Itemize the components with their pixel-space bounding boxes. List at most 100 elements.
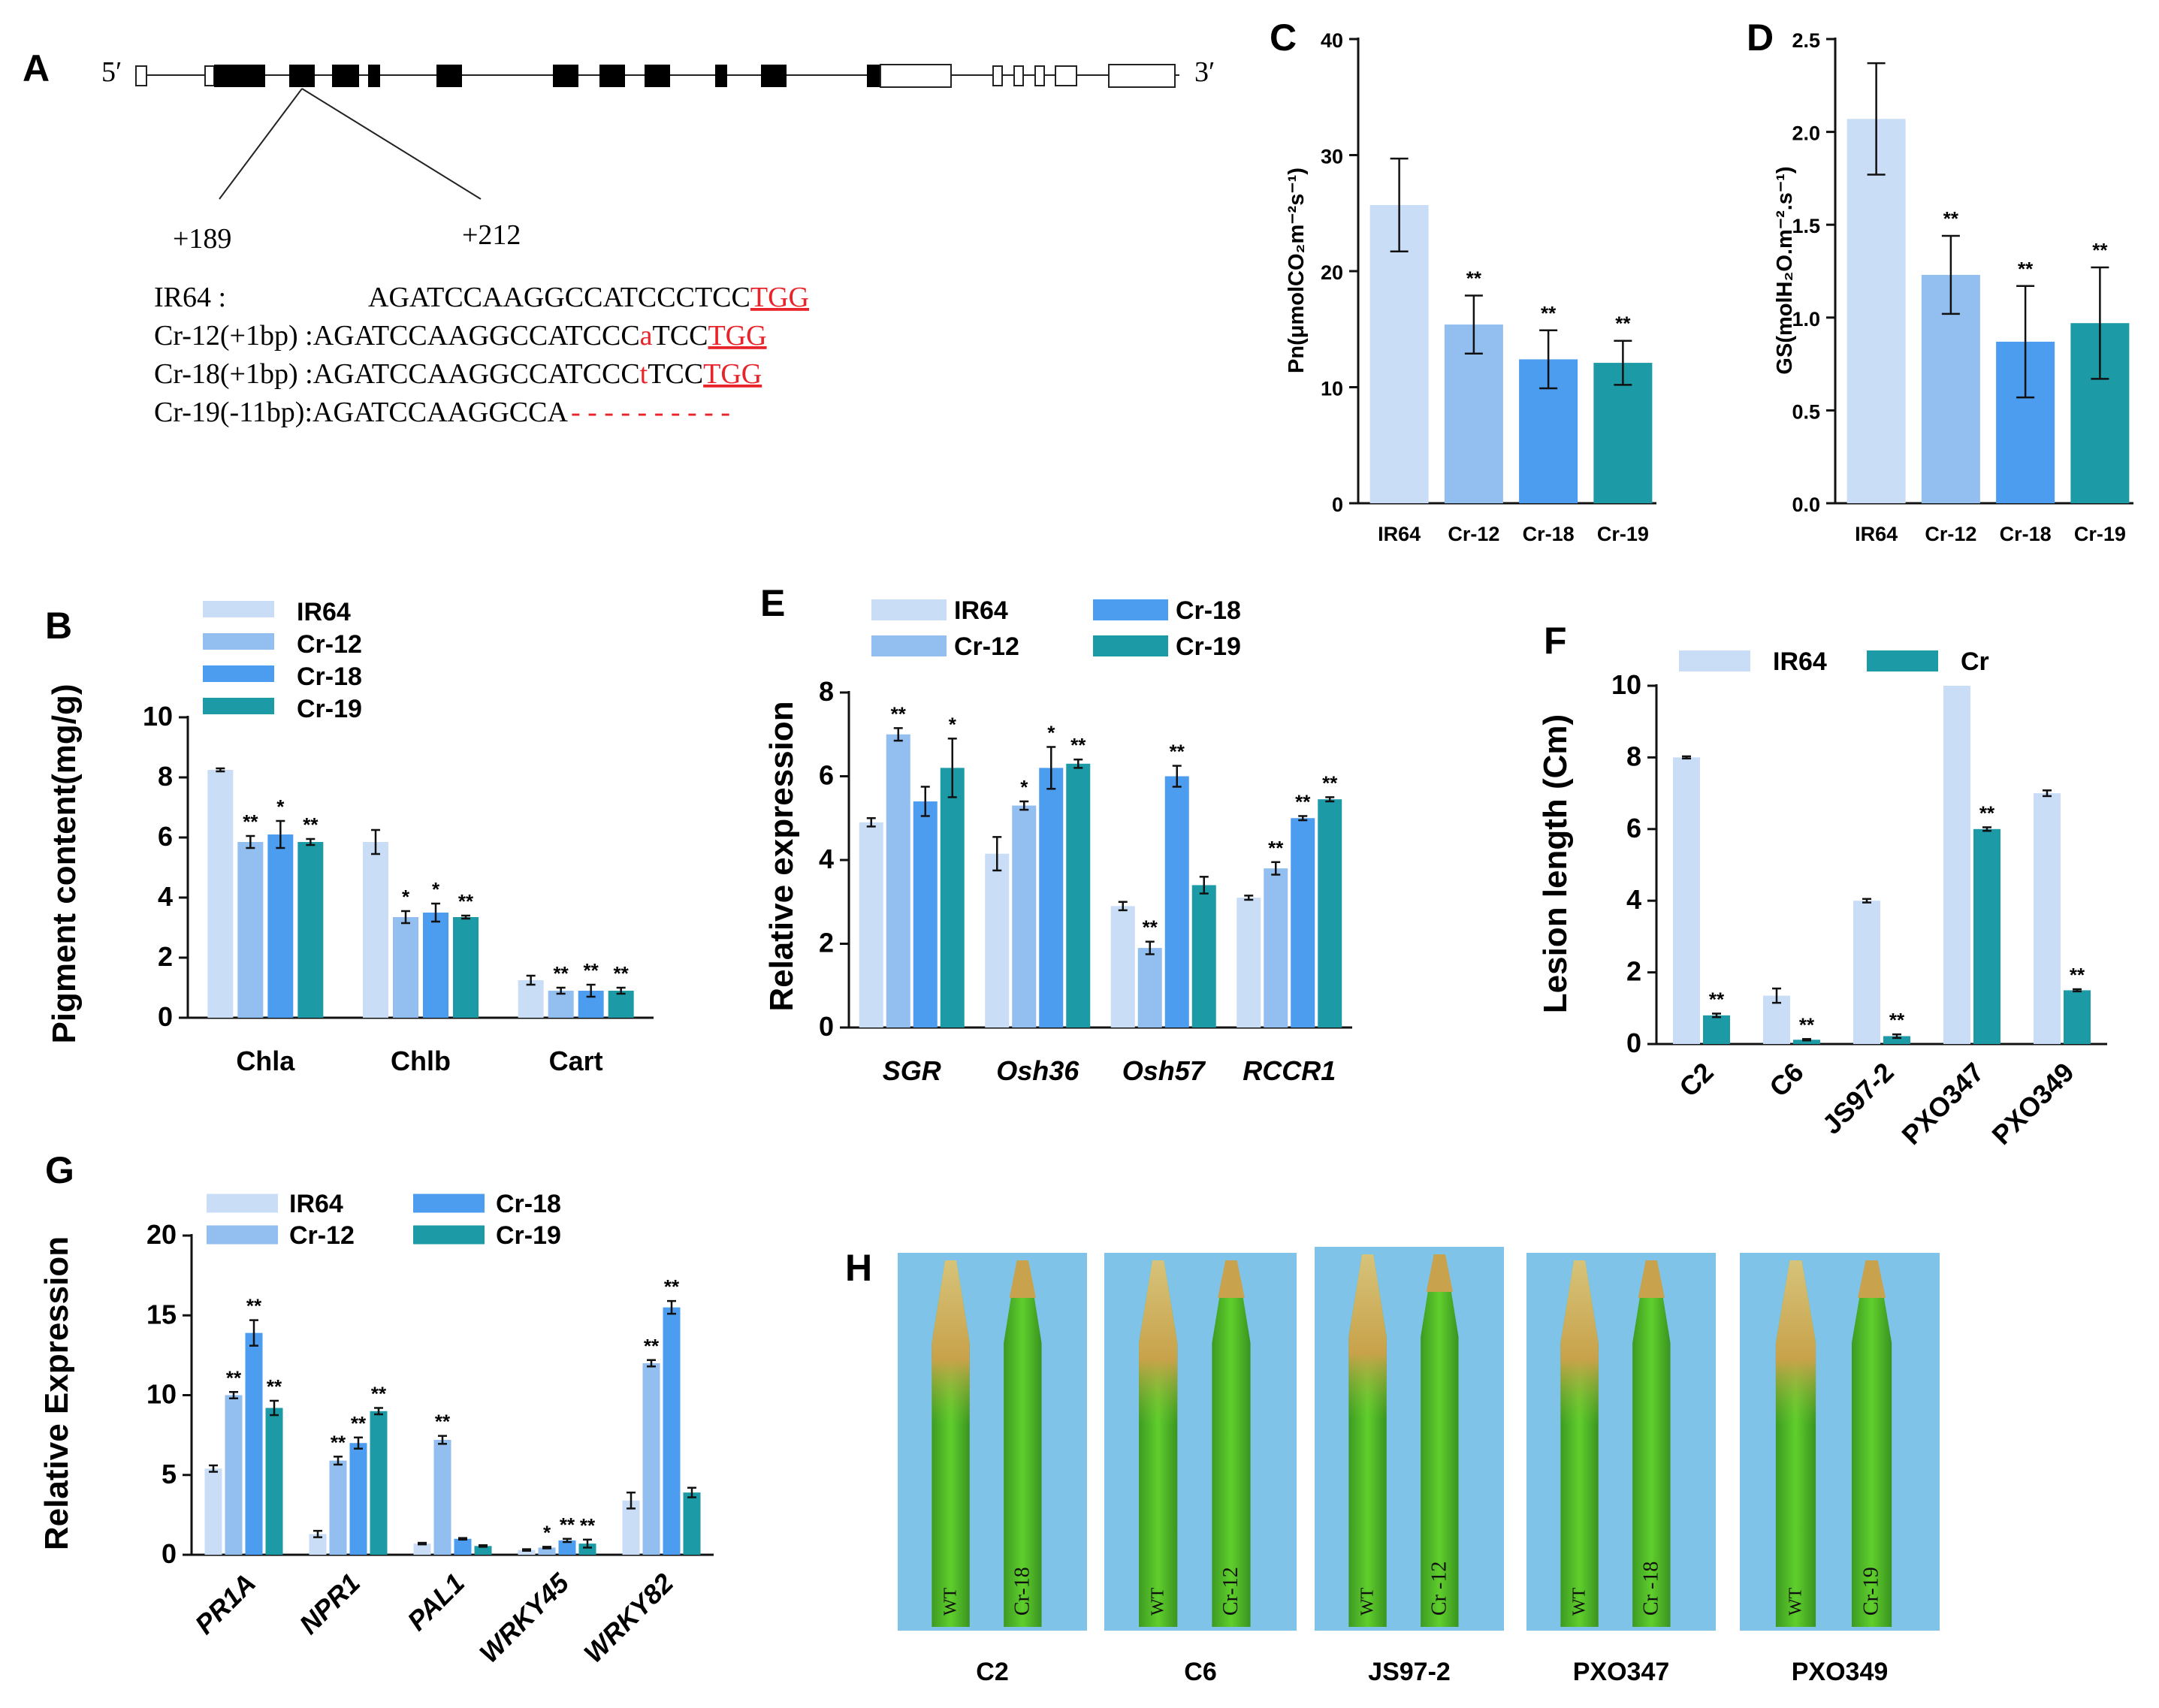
bar-ir64 — [1237, 898, 1261, 1028]
significance-mark: ** — [1070, 734, 1086, 756]
legend-label: Cr-19 — [297, 695, 362, 723]
legend-swatch — [413, 1193, 485, 1213]
bar-cr-19 — [1593, 363, 1653, 503]
bar-cr-18 — [454, 1538, 472, 1555]
significance-mark: ** — [580, 1514, 596, 1537]
utr-box — [1055, 65, 1077, 86]
significance-mark: * — [543, 1521, 551, 1544]
leaf-lesion — [932, 1260, 970, 1426]
leaf-lesion — [1638, 1260, 1665, 1298]
bar-cr-12 — [237, 842, 264, 1018]
bar-cr-12 — [393, 917, 418, 1018]
significance-mark: ** — [1466, 267, 1482, 289]
category-label: JS97-2 — [1816, 1057, 1900, 1140]
leaf-label: Cr-19 — [1860, 1567, 1883, 1616]
bar-cr-18 — [349, 1443, 367, 1555]
strain-label: C2 — [976, 1658, 1008, 1686]
bar-ir64 — [363, 842, 388, 1018]
utr-box — [880, 64, 952, 88]
bar-cr-12 — [329, 1460, 347, 1555]
bar-cr-19 — [683, 1492, 701, 1555]
panel-label: G — [45, 1149, 74, 1191]
y-axis-label: Pn(μmolCO₂m⁻²s⁻¹) — [1285, 167, 1309, 373]
category-label: SGR — [883, 1055, 941, 1086]
significance-mark: ** — [331, 1431, 346, 1453]
legend-swatch — [203, 633, 274, 650]
panel-a: A 5′ 3′ +189 +212 — [23, 47, 1215, 428]
bar-ir64 — [1846, 119, 1906, 503]
category-label: NPR1 — [293, 1568, 366, 1640]
y-tick-label: 2 — [158, 941, 173, 972]
significance-mark: * — [432, 878, 440, 901]
significance-mark: ** — [1979, 801, 1995, 824]
bar-cr-18 — [913, 801, 938, 1028]
y-tick-label: 4 — [158, 881, 173, 912]
legend-label: IR64 — [1773, 647, 1827, 676]
panel-label: E — [760, 582, 785, 624]
panel-h: H WT Cr-18 C2 WT Cr-12 C6 WT Cr -12 JS97-2 WT Cr -… — [845, 1247, 1940, 1686]
y-axis-label: Relative expression — [763, 701, 800, 1011]
bar-cr-19 — [265, 1408, 283, 1555]
bar-ir64 — [518, 980, 544, 1018]
seq-ir64: AGATCCAAGGCCATCCCTCCTGG — [368, 282, 809, 313]
bar-ir64 — [1673, 757, 1700, 1044]
y-tick-label: 6 — [819, 760, 834, 791]
panel-label: B — [45, 605, 72, 647]
category-label: WRKY45 — [473, 1567, 575, 1669]
category-label: PXO349 — [1985, 1057, 2079, 1151]
bar-cr-12 — [1012, 805, 1037, 1028]
legend-swatch — [1093, 599, 1168, 620]
panel-label-h: H — [845, 1247, 872, 1289]
exon-box — [645, 65, 670, 87]
photo-background — [1315, 1247, 1504, 1631]
significance-mark: ** — [458, 890, 474, 913]
legend-label: IR64 — [954, 596, 1008, 625]
leaf-label: Cr-12 — [1219, 1567, 1243, 1616]
bar-ir64 — [518, 1550, 536, 1555]
legend-label: Cr-12 — [297, 630, 362, 659]
bar-cr-12 — [538, 1547, 556, 1555]
y-tick-label: 6 — [158, 821, 173, 852]
leaf-photo: WT Cr -18 PXO347 — [1526, 1253, 1716, 1686]
strain-label: JS97-2 — [1368, 1658, 1451, 1686]
leaf-photo: WT Cr-19 PXO349 — [1740, 1253, 1940, 1686]
leaf-photo: WT Cr-18 C2 — [898, 1253, 1087, 1686]
y-tick-label: 0 — [819, 1011, 834, 1042]
bar-cr-19 — [370, 1411, 388, 1555]
y-tick-label: 1.5 — [1792, 215, 1820, 237]
leaf-lesion — [1857, 1260, 1886, 1298]
position-end: +212 — [462, 219, 521, 251]
y-tick-label: 10 — [1611, 669, 1641, 700]
significance-mark: ** — [644, 1335, 660, 1357]
y-tick-label: 10 — [143, 701, 173, 732]
y-axis-label: Lesion length (Cm) — [1537, 714, 1574, 1013]
category-label: Cr-18 — [2000, 523, 2052, 545]
y-tick-label: 20 — [146, 1219, 177, 1250]
category-label: Cart — [549, 1046, 603, 1076]
significance-mark: ** — [2070, 964, 2085, 986]
category-label: Chlb — [391, 1046, 451, 1076]
bar-cr-19 — [474, 1546, 492, 1555]
legend-swatch — [203, 665, 274, 682]
significance-mark: ** — [891, 702, 907, 725]
gene-structure — [135, 64, 1179, 200]
legend-swatch — [1867, 650, 1938, 671]
category-label: Cr-19 — [2074, 523, 2126, 545]
legend-swatch — [871, 635, 947, 656]
exon-box — [214, 65, 265, 87]
legend-label: Cr-12 — [289, 1221, 355, 1250]
significance-mark: ** — [267, 1375, 282, 1398]
bar-cr-19 — [1066, 763, 1091, 1028]
category-label: PAL1 — [401, 1568, 470, 1637]
leaf-label: Cr-18 — [1010, 1567, 1034, 1616]
bar-cr-19 — [1191, 885, 1216, 1028]
bar-cr-12 — [642, 1363, 660, 1555]
bar-cr — [1703, 1015, 1730, 1044]
photo-background — [898, 1253, 1087, 1631]
significance-mark: ** — [1143, 916, 1158, 939]
significance-mark: ** — [2092, 239, 2108, 261]
